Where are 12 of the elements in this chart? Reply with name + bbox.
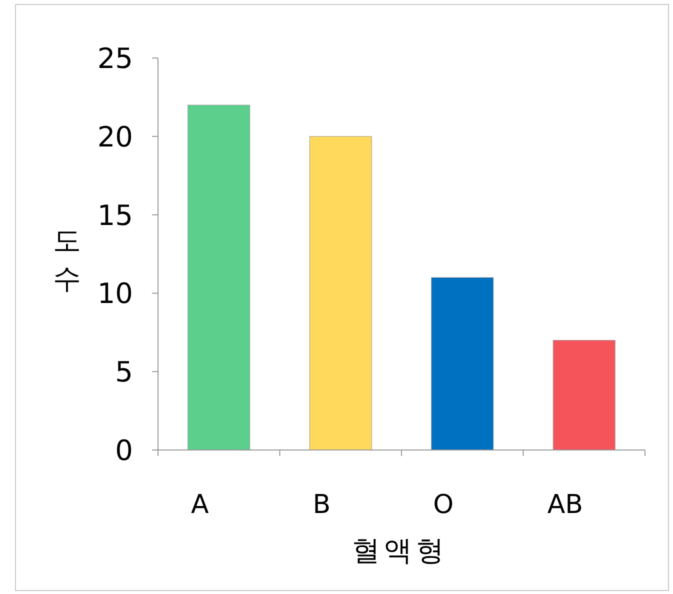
x-tick-label: AB <box>547 490 583 520</box>
x-axis-title: 혈액형 <box>352 534 448 567</box>
x-tick-label: A <box>190 490 209 520</box>
x-tick-label: B <box>312 490 331 520</box>
y-tick-label: 0 <box>115 434 133 467</box>
y-tick-label: 10 <box>97 277 133 310</box>
y-axis-title: 도수 <box>53 224 81 295</box>
x-tick-label: O <box>433 490 454 520</box>
y-tick-label: 15 <box>97 198 133 232</box>
y-tick-label: 25 <box>97 42 133 75</box>
y-tick-label: 5 <box>115 356 133 389</box>
y-tick-label: 20 <box>97 120 133 154</box>
